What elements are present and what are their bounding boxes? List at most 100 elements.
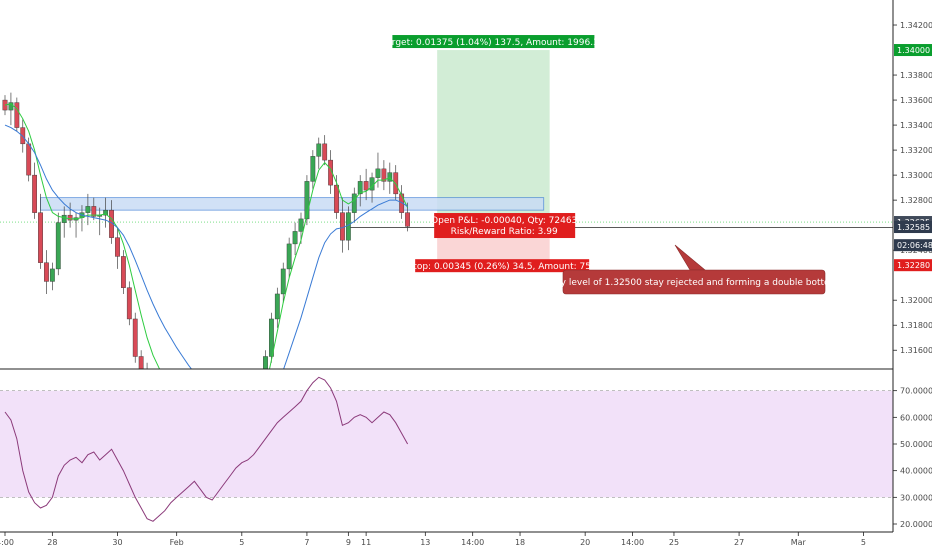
candle-body (32, 174, 38, 213)
candle-body (85, 206, 91, 213)
target-zone (437, 50, 550, 223)
candle-body (304, 181, 310, 220)
candle-body (115, 237, 120, 257)
time-tick-label: 14:00 (461, 538, 484, 547)
candle-body (14, 102, 20, 128)
candle-body (375, 168, 381, 178)
price-tick-label: 1.34200 (900, 21, 932, 30)
time-tick-label: 13 (420, 538, 430, 547)
candle-body (286, 243, 292, 270)
moving-average-line (4, 103, 409, 369)
time-tick-label: 27 (734, 538, 744, 547)
time-tick-label: 28 (47, 538, 57, 547)
price-tick-label: 1.31800 (900, 321, 932, 330)
overlays: Target: 0.01375 (1.04%) 137.5, Amount: 1… (381, 35, 839, 295)
candle-body (405, 212, 410, 227)
candle-body (298, 218, 304, 232)
candle-body (387, 172, 393, 182)
candle-body (67, 214, 73, 221)
time-tick-label: 14:00 (621, 538, 644, 547)
key-level-zone (40, 197, 545, 211)
candle-body (38, 212, 43, 263)
rsi-line (4, 376, 409, 522)
time-tick-label: Mar (791, 538, 807, 547)
price-tick-label: 1.33000 (900, 171, 932, 180)
price-tick-label: 1.33600 (900, 96, 932, 105)
time-tick-label: 5 (239, 538, 244, 547)
price-tag-label: 1.34000 (897, 46, 930, 55)
price-tag (894, 221, 932, 234)
rr-label: Risk/Reward Ratio: 3.99 (451, 227, 558, 237)
candle-body (357, 181, 363, 195)
time-tick-label: 30 (112, 538, 122, 547)
price-tag (894, 259, 932, 272)
time-tick-label: 11 (361, 538, 371, 547)
callout-text: Key level of 1.32500 stay rejected and f… (550, 278, 839, 288)
candle-body (269, 318, 274, 357)
time-tick-label: 20 (580, 538, 590, 547)
candle-body (120, 256, 126, 288)
time-tick-label: 7 (304, 538, 309, 547)
pnl-label: Open P&L: -0.00040, Qty: 72463 (431, 216, 577, 226)
time-tick-label: 25 (669, 538, 679, 547)
candle-body (44, 262, 49, 282)
candle-body (345, 212, 351, 241)
price-tag (894, 44, 932, 57)
price-tag (894, 239, 932, 252)
candle-body (322, 143, 328, 161)
price-tick-label: 1.33200 (900, 146, 932, 155)
candle-body (328, 159, 333, 186)
candle-body (340, 212, 345, 241)
candles-group (2, 92, 410, 369)
time-tick-label: 5 (861, 538, 866, 547)
candle-body (138, 356, 144, 369)
moving-average-line (4, 124, 408, 369)
candle-body (49, 268, 55, 282)
time-tick-label: 18 (515, 538, 525, 547)
callout-box (562, 269, 826, 295)
pnl-label-box (434, 213, 576, 239)
price-tick-label: 1.32800 (900, 196, 932, 205)
candle-body (310, 156, 316, 182)
candle-body (316, 143, 322, 157)
rsi-tick-label: 50.0000 (900, 440, 932, 449)
candle-body (292, 231, 298, 245)
candle-body (363, 181, 369, 191)
time-tick-label: 9 (346, 538, 351, 547)
target-label-box (392, 35, 595, 49)
candle-body (61, 214, 67, 223)
candle-body (55, 222, 61, 270)
rsi-band (0, 390, 893, 498)
stop-label: Stop: 0.00345 (0.26%) 34.5, Amount: 750 (408, 262, 597, 272)
price-tag-label: 02:06:48 (897, 241, 932, 250)
candle-body (103, 209, 109, 216)
target-label: Target: 0.01375 (1.04%) 137.5, Amount: 1… (381, 38, 604, 48)
rsi-pane (0, 376, 893, 522)
candle-body (334, 184, 339, 213)
price-tick-label: 1.33800 (900, 71, 932, 80)
rsi-tick-label: 70.0000 (900, 387, 932, 396)
candle-body (280, 268, 286, 295)
candle-body (132, 318, 138, 357)
price-tick-label: 1.31600 (900, 346, 932, 355)
price-tick-label: 1.32000 (900, 296, 932, 305)
candle-body (91, 206, 97, 217)
time-tick-label: Feb (170, 538, 184, 547)
price-tag-label: 1.32280 (897, 261, 930, 270)
time-tick-label: 4:00 (0, 538, 14, 547)
price-tick-label: 1.33400 (900, 121, 932, 130)
price-tag-label: 1.32585 (897, 223, 930, 232)
candle-body (126, 287, 132, 320)
rsi-tick-label: 20.0000 (900, 520, 932, 529)
rsi-tick-label: 30.0000 (900, 493, 932, 502)
candle-body (26, 143, 32, 176)
candle-body (351, 193, 357, 213)
candle-body (399, 193, 405, 213)
candle-body (381, 168, 387, 182)
candle-body (274, 293, 280, 320)
stop-label-box (415, 259, 590, 273)
rsi-tick-label: 60.0000 (900, 413, 932, 422)
rsi-tick-label: 40.0000 (900, 467, 932, 476)
